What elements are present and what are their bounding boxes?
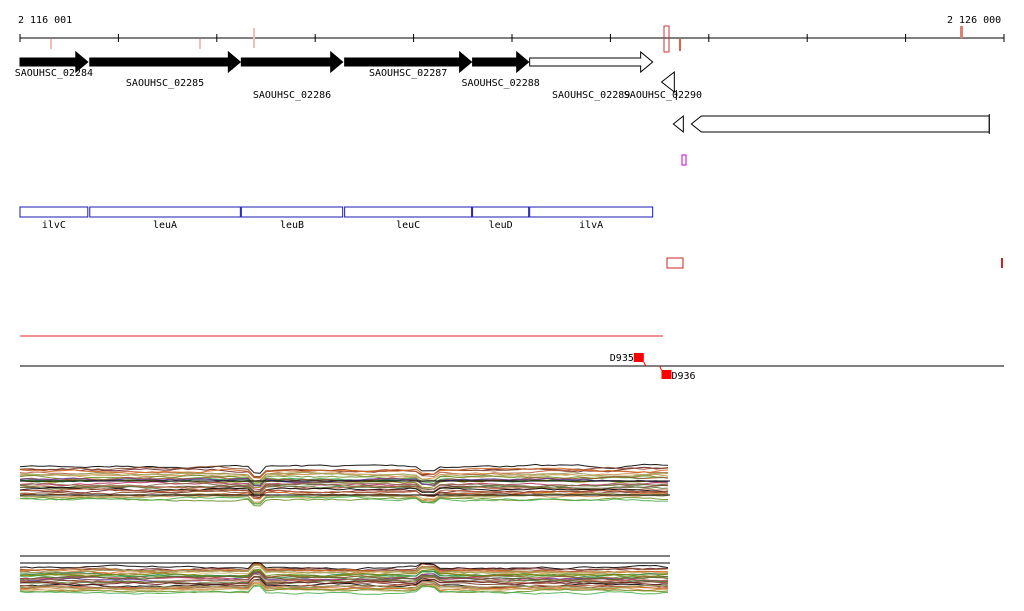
- gene-label: SAOUHSC_02286: [253, 90, 331, 101]
- ruler-marker: [960, 26, 963, 38]
- operon-gene-box: [529, 206, 654, 218]
- probe-link: [659, 365, 662, 371]
- expression-line: [20, 471, 669, 483]
- gene-label: SAOUHSC_02288: [461, 78, 539, 89]
- expression-line: [19, 484, 669, 495]
- gene-arrow: [240, 50, 344, 74]
- feature-mark: [1001, 258, 1003, 268]
- expression-line: [19, 467, 669, 479]
- gene-track: SAOUHSC_02284 SAOUHSC_02285 SAOUHSC_02286 S…: [15, 50, 990, 134]
- ruler-markers: [50, 25, 963, 53]
- expression-track-forward: [19, 463, 670, 507]
- gene-arrow: [529, 50, 654, 74]
- probe-label: D936: [672, 371, 696, 382]
- gene-label: SAOUHSC_02284: [15, 68, 93, 79]
- expression-line: [19, 573, 669, 584]
- ruler-marker: [253, 28, 255, 48]
- expression-track-reverse: [19, 555, 670, 595]
- gene-arrow: [89, 50, 242, 74]
- feature-mark: [681, 154, 687, 166]
- expression-line: [19, 495, 668, 505]
- operon-gene-label: ilvC: [42, 220, 66, 231]
- gene-label: SAOUHSC_02287: [369, 68, 447, 79]
- expression-line: [19, 570, 669, 579]
- operon-gene-label: leuB: [280, 220, 304, 231]
- coordinate-ruler: 2 116 001 2 126 000: [18, 15, 1005, 53]
- ruler-ticks: [19, 34, 1005, 42]
- operon-gene-label: ilvA: [579, 220, 603, 231]
- feature-marks: [666, 154, 1003, 269]
- operon-gene-box: [344, 206, 473, 218]
- expression-line: [19, 568, 669, 578]
- gene-arrow: [660, 70, 675, 94]
- expression-line: [20, 583, 669, 593]
- ruler-marker: [663, 25, 670, 53]
- gene-label: SAOUHSC_02290: [624, 90, 702, 101]
- gene-arrow: [672, 114, 990, 134]
- expression-line: [19, 575, 669, 585]
- ruler-end-label: 2 126 000: [947, 15, 1001, 26]
- gene-label: SAOUHSC_02289: [552, 90, 630, 101]
- operon-gene-box: [240, 206, 344, 218]
- probe-track: D935 D936: [610, 353, 696, 382]
- probe-link: [643, 361, 647, 367]
- gene-arrow: [344, 50, 473, 74]
- gene-arrow: [472, 50, 530, 74]
- probe-box: [661, 370, 672, 379]
- expression-line: [19, 564, 669, 576]
- operon-gene-label: leuD: [489, 220, 513, 231]
- expression-line: [19, 463, 669, 474]
- ruler-marker: [50, 39, 52, 49]
- expression-line: [19, 579, 669, 591]
- gene-arrow: [19, 50, 89, 74]
- operon-track: ilvC leuA leuB leuC leuD ilvA: [19, 206, 654, 231]
- operon-gene-label: leuA: [153, 220, 177, 231]
- expression-line: [19, 585, 669, 595]
- expression-line: [19, 561, 669, 571]
- ruler-start-label: 2 116 001: [18, 15, 72, 26]
- expression-line: [19, 468, 669, 482]
- expression-line: [19, 582, 669, 592]
- expression-line: [19, 570, 669, 580]
- expression-line: [19, 584, 669, 594]
- feature-mark: [666, 257, 684, 269]
- probe-label: D935: [610, 353, 634, 364]
- operon-gene-box: [89, 206, 241, 218]
- ruler-marker: [199, 39, 201, 49]
- operon-gene-label: leuC: [396, 220, 420, 231]
- ruler-marker: [679, 39, 681, 51]
- operon-gene-box: [19, 206, 89, 218]
- probe-box: [633, 353, 644, 362]
- expression-line: [19, 481, 669, 493]
- expression-line: [19, 576, 668, 586]
- operon-gene-box: [472, 206, 530, 218]
- gene-label: SAOUHSC_02285: [126, 78, 204, 89]
- expression-line: [19, 488, 669, 497]
